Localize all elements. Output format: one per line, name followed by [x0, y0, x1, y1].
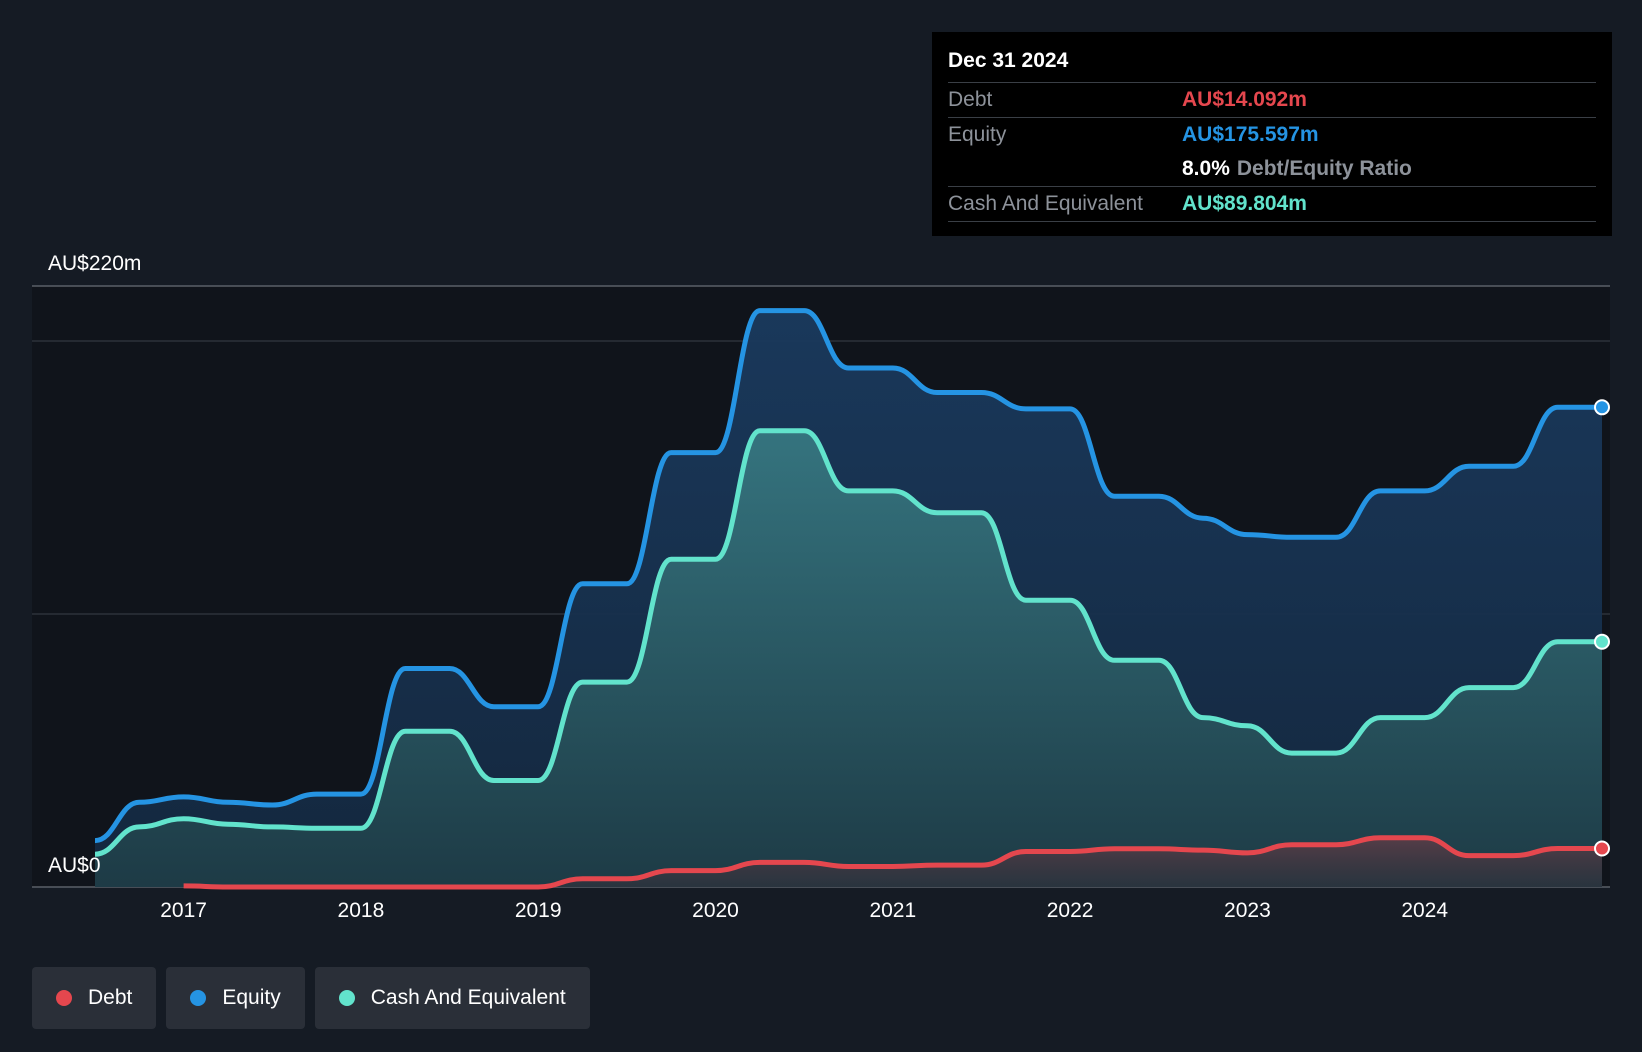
- legend-dot-equity: [190, 990, 207, 1006]
- tooltip-debt-value: AU$14.092m: [1182, 88, 1307, 111]
- x-tick-label: 2021: [869, 899, 916, 922]
- debt-line: [183, 835, 1602, 890]
- legend-item-debt[interactable]: Debt: [32, 967, 157, 1029]
- cash-line: [94, 428, 1602, 857]
- y-axis-top-label: AU$220m: [48, 252, 141, 275]
- data-tooltip: Dec 31 2024 Debt AU$14.092m Equity AU$17…: [932, 32, 1612, 236]
- legend-label-cash: Cash And Equivalent: [370, 986, 566, 1009]
- legend-item-equity[interactable]: Equity: [166, 967, 305, 1029]
- tooltip-debt-label: Debt: [948, 88, 993, 111]
- tooltip-ratio-row: 8.0% Debt/Equity Ratio: [948, 152, 1596, 186]
- legend-dot-cash: [338, 990, 355, 1006]
- tooltip-cash-row: Cash And Equivalent AU$89.804m: [948, 186, 1596, 222]
- legend-dot-debt: [56, 990, 72, 1006]
- legend-label-debt: Debt: [88, 986, 133, 1009]
- tooltip-equity-row: Equity AU$175.597m: [948, 117, 1596, 152]
- chart-legend: Debt Equity Cash And Equivalent: [32, 967, 590, 1029]
- x-tick-label: 2017: [160, 899, 207, 922]
- x-tick-label: 2023: [1224, 899, 1271, 922]
- x-tick-label: 2018: [338, 899, 385, 922]
- tooltip-equity-value: AU$175.597m: [1182, 123, 1319, 146]
- equity-end-marker[interactable]: [1594, 399, 1610, 416]
- equity-line: [94, 308, 1602, 844]
- cash-area: [95, 430, 1602, 887]
- tooltip-equity-label: Equity: [948, 123, 1007, 146]
- debt-end-marker[interactable]: [1594, 840, 1610, 857]
- tooltip-cash-label: Cash And Equivalent: [948, 192, 1143, 215]
- debt-area: [183, 837, 1603, 887]
- tooltip-cash-value: AU$89.804m: [1182, 192, 1307, 215]
- x-tick-label: 2024: [1401, 899, 1448, 922]
- tooltip-date: Dec 31 2024: [948, 49, 1069, 72]
- x-axis-ticks: 2017 2018 2019 2020 2021 2022 2023 2024: [160, 899, 1448, 922]
- legend-label-equity: Equity: [222, 986, 281, 1009]
- tooltip-ratio-label: Debt/Equity Ratio: [1236, 157, 1412, 180]
- x-tick-label: 2022: [1047, 899, 1094, 922]
- x-tick-label: 2019: [515, 899, 562, 922]
- tooltip-ratio-value: 8.0%: [1182, 157, 1230, 180]
- tooltip-debt-row: Debt AU$14.092m: [948, 82, 1596, 117]
- cash-end-marker[interactable]: [1594, 633, 1610, 650]
- x-tick-label: 2020: [692, 899, 739, 922]
- legend-item-cash[interactable]: Cash And Equivalent: [314, 967, 590, 1029]
- y-axis-bottom-label: AU$0: [48, 854, 101, 877]
